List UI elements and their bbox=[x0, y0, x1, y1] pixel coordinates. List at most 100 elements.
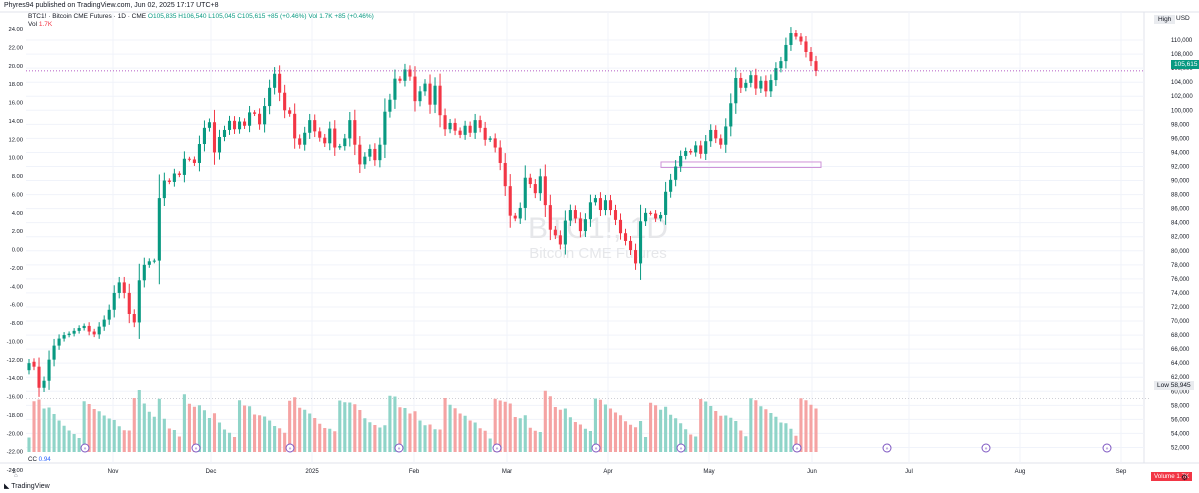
candle-body bbox=[333, 128, 337, 148]
candle-body bbox=[62, 335, 66, 339]
right-axis-tick-label: 58,000 bbox=[1171, 403, 1190, 409]
candle-body bbox=[248, 112, 252, 126]
left-axis-tick-label: -8.00 bbox=[10, 321, 23, 327]
volume-bar bbox=[403, 408, 407, 452]
volume-bar bbox=[323, 428, 327, 452]
volume-bar bbox=[368, 422, 372, 452]
volume-bar bbox=[453, 408, 457, 452]
candle-body bbox=[363, 156, 367, 165]
volume-bar bbox=[739, 430, 743, 452]
volume-bar bbox=[177, 436, 181, 452]
volume-bar bbox=[127, 430, 131, 452]
right-axis-tick-label: 52,000 bbox=[1171, 445, 1190, 451]
candle-body bbox=[654, 213, 658, 219]
candle-body bbox=[77, 328, 81, 331]
candle-body bbox=[72, 330, 76, 334]
candle-body bbox=[789, 33, 793, 45]
right-axis-tick-label: 60,000 bbox=[1171, 389, 1190, 395]
volume-bar bbox=[77, 438, 81, 452]
volume-bar bbox=[303, 409, 307, 452]
candle-body bbox=[348, 120, 352, 139]
candle-body bbox=[608, 200, 613, 211]
volume-bar bbox=[543, 390, 547, 452]
volume-bar bbox=[593, 398, 597, 452]
right-axis-tick-label: 110,000 bbox=[1171, 38, 1193, 44]
event-marker-glyph: » bbox=[679, 446, 682, 452]
volume-bar bbox=[192, 406, 196, 452]
candle-body bbox=[42, 380, 46, 388]
event-marker-icon bbox=[492, 443, 502, 453]
volume-bar bbox=[313, 418, 317, 452]
left-axis-tick-label: -22.00 bbox=[7, 450, 23, 456]
candle-body bbox=[242, 121, 247, 126]
left-axis-tick-label: 16.00 bbox=[8, 101, 23, 107]
volume-bar bbox=[182, 394, 186, 452]
candle-body bbox=[508, 186, 512, 216]
candle-body bbox=[117, 282, 121, 293]
candle-body bbox=[192, 159, 196, 163]
candle-body bbox=[699, 145, 703, 154]
candle-body bbox=[132, 314, 136, 323]
volume-bar bbox=[644, 437, 648, 452]
volume-bar bbox=[47, 407, 51, 452]
volume-bar bbox=[659, 409, 663, 452]
tradingview-logo: ◣ TradingView bbox=[4, 482, 50, 490]
candle-body bbox=[368, 148, 372, 157]
event-marker-glyph: » bbox=[795, 446, 798, 452]
volume-bar bbox=[759, 406, 763, 452]
candle-body bbox=[659, 214, 663, 219]
x-axis-tick-label: Jun bbox=[807, 469, 817, 475]
volume-bar bbox=[37, 399, 41, 452]
candle-body bbox=[338, 146, 342, 148]
zoom-icon[interactable]: ⌂ bbox=[14, 473, 18, 479]
currency-label[interactable]: USD bbox=[1176, 15, 1190, 22]
event-marker-icon bbox=[394, 443, 404, 453]
x-axis-tick-label: Apr bbox=[603, 469, 612, 475]
event-marker-icon bbox=[285, 443, 295, 453]
vol-value: 1.7K bbox=[38, 21, 53, 28]
gear-icon[interactable]: ⚙ bbox=[1181, 473, 1189, 482]
candle-body bbox=[273, 73, 277, 88]
x-axis-tick-label: May bbox=[703, 469, 714, 475]
left-axis-tick-label: -20.00 bbox=[7, 431, 23, 437]
right-axis-tick-label: 54,000 bbox=[1171, 431, 1190, 437]
candle-body bbox=[328, 128, 332, 144]
candle-body bbox=[127, 292, 131, 314]
volume-bar bbox=[258, 415, 262, 452]
candle-body bbox=[618, 219, 623, 234]
candle-body bbox=[598, 198, 603, 211]
volume-bar bbox=[784, 423, 788, 452]
left-axis-tick-label: 24.00 bbox=[8, 27, 23, 33]
candle-body bbox=[82, 325, 86, 329]
event-marker-icon bbox=[981, 443, 991, 453]
candle-body bbox=[548, 205, 552, 230]
event-marker-glyph: » bbox=[83, 446, 86, 452]
candle-body bbox=[498, 147, 502, 163]
candle-body bbox=[779, 61, 783, 69]
candle-body bbox=[603, 200, 608, 211]
right-axis-tick-label: 56,000 bbox=[1171, 417, 1190, 423]
volume-bar bbox=[293, 397, 297, 452]
volume-bar bbox=[799, 398, 803, 452]
volume-bar bbox=[328, 428, 332, 452]
event-marker-icon bbox=[191, 443, 201, 453]
volume-bar bbox=[383, 425, 387, 452]
event-marker-icon bbox=[80, 443, 90, 453]
volume-bar bbox=[568, 417, 572, 452]
event-marker-glyph: » bbox=[594, 446, 597, 452]
volume-bar bbox=[558, 409, 562, 452]
candle-body bbox=[172, 173, 176, 182]
candle-body bbox=[383, 111, 387, 145]
candle-body bbox=[202, 127, 206, 145]
volume-bar bbox=[242, 405, 247, 452]
volume-bar bbox=[533, 430, 537, 452]
candle-body bbox=[268, 87, 272, 107]
right-axis-tick-label: 100,000 bbox=[1171, 108, 1193, 114]
candle-body bbox=[428, 83, 432, 105]
volume-bar bbox=[694, 436, 698, 452]
candle-body bbox=[227, 120, 232, 130]
right-axis-tick-label: 64,000 bbox=[1171, 361, 1190, 367]
left-axis-tick-label: 4.00 bbox=[12, 211, 23, 217]
candle-body bbox=[644, 212, 648, 222]
